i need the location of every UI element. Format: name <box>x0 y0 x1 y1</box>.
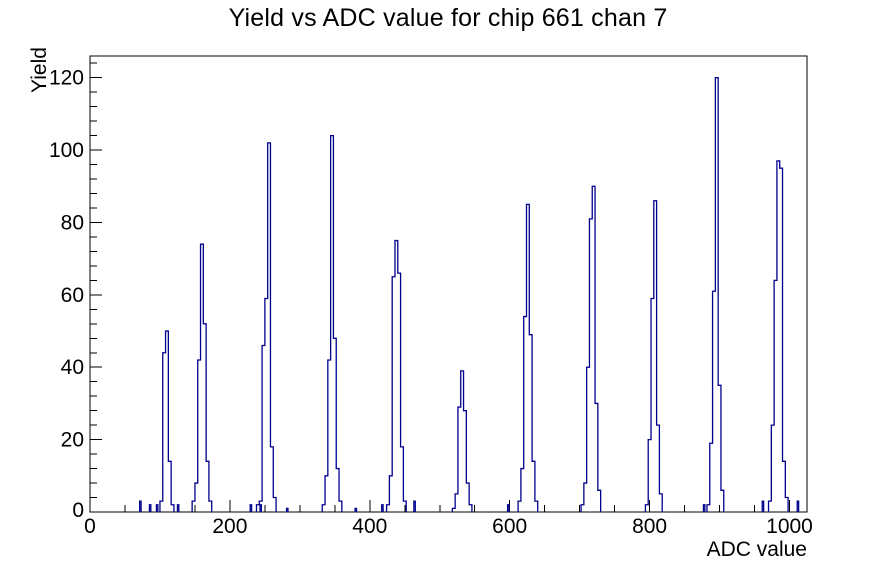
x-axis-title: ADC value <box>707 538 807 561</box>
svg-text:400: 400 <box>352 515 387 538</box>
x-tick-labels: 0 200 400 600 800 1000 <box>84 515 813 538</box>
svg-text:100: 100 <box>49 139 84 162</box>
svg-text:600: 600 <box>492 515 527 538</box>
chart-title: Yield vs ADC value for chip 661 chan 7 <box>228 4 668 32</box>
svg-text:40: 40 <box>61 356 84 379</box>
axis-ticks <box>89 62 791 513</box>
svg-text:1000: 1000 <box>766 515 813 538</box>
svg-text:60: 60 <box>61 284 84 307</box>
svg-text:80: 80 <box>61 211 84 234</box>
svg-text:0: 0 <box>84 515 96 538</box>
histogram-outline <box>139 77 800 512</box>
y-axis-title: Yield <box>28 47 51 93</box>
svg-text:800: 800 <box>632 515 667 538</box>
svg-text:120: 120 <box>49 67 84 90</box>
plot-frame <box>89 55 808 513</box>
svg-text:0: 0 <box>72 499 84 522</box>
y-tick-labels: 0 20 40 60 80 100 120 <box>49 67 84 522</box>
svg-text:20: 20 <box>61 429 84 452</box>
svg-text:200: 200 <box>212 515 247 538</box>
